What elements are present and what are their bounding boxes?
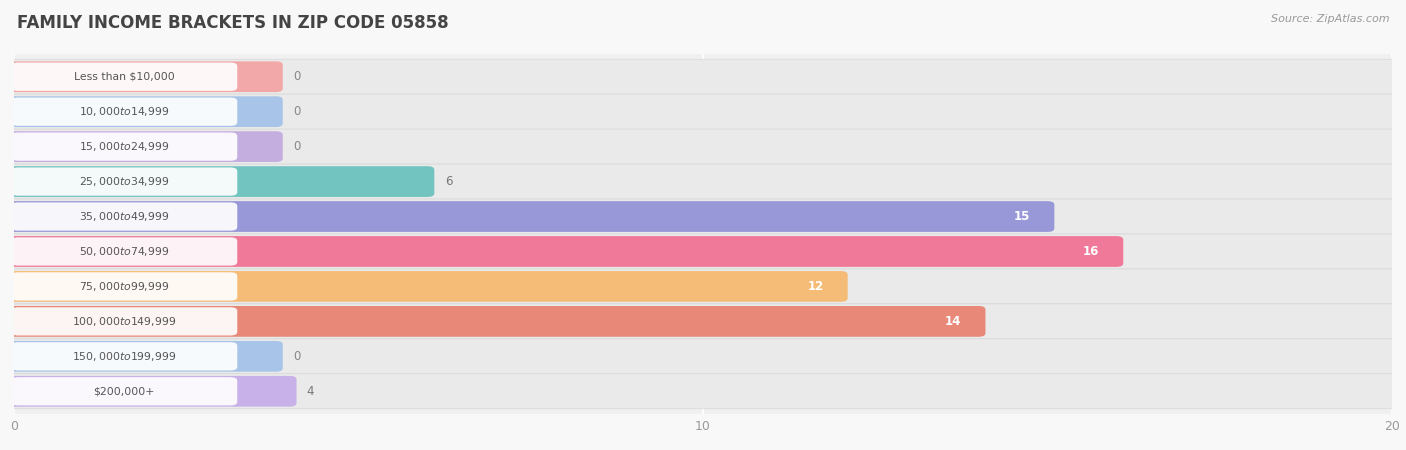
FancyBboxPatch shape	[7, 271, 848, 302]
Text: $35,000 to $49,999: $35,000 to $49,999	[79, 210, 170, 223]
Text: 16: 16	[1083, 245, 1099, 258]
FancyBboxPatch shape	[6, 59, 1400, 94]
FancyBboxPatch shape	[11, 342, 238, 370]
Text: 0: 0	[292, 70, 301, 83]
Text: $15,000 to $24,999: $15,000 to $24,999	[79, 140, 170, 153]
Text: 4: 4	[307, 385, 315, 398]
FancyBboxPatch shape	[11, 237, 238, 266]
Text: 0: 0	[292, 105, 301, 118]
FancyBboxPatch shape	[11, 98, 238, 126]
FancyBboxPatch shape	[11, 307, 238, 336]
Text: Source: ZipAtlas.com: Source: ZipAtlas.com	[1271, 14, 1389, 23]
Text: $25,000 to $34,999: $25,000 to $34,999	[79, 175, 170, 188]
FancyBboxPatch shape	[11, 167, 238, 196]
FancyBboxPatch shape	[6, 94, 1400, 129]
FancyBboxPatch shape	[6, 234, 1400, 269]
Text: 0: 0	[292, 140, 301, 153]
FancyBboxPatch shape	[7, 201, 1054, 232]
FancyBboxPatch shape	[11, 63, 238, 91]
Text: 15: 15	[1014, 210, 1031, 223]
Text: $100,000 to $149,999: $100,000 to $149,999	[72, 315, 176, 328]
Text: 6: 6	[444, 175, 453, 188]
FancyBboxPatch shape	[7, 96, 283, 127]
FancyBboxPatch shape	[11, 202, 238, 231]
FancyBboxPatch shape	[11, 132, 238, 161]
FancyBboxPatch shape	[6, 164, 1400, 199]
FancyBboxPatch shape	[6, 199, 1400, 234]
FancyBboxPatch shape	[7, 166, 434, 197]
FancyBboxPatch shape	[6, 269, 1400, 304]
Text: 14: 14	[945, 315, 962, 328]
Text: FAMILY INCOME BRACKETS IN ZIP CODE 05858: FAMILY INCOME BRACKETS IN ZIP CODE 05858	[17, 14, 449, 32]
FancyBboxPatch shape	[7, 236, 1123, 267]
FancyBboxPatch shape	[7, 341, 283, 372]
FancyBboxPatch shape	[7, 306, 986, 337]
Text: $150,000 to $199,999: $150,000 to $199,999	[72, 350, 176, 363]
Text: 12: 12	[807, 280, 824, 293]
Text: $75,000 to $99,999: $75,000 to $99,999	[79, 280, 170, 293]
FancyBboxPatch shape	[6, 129, 1400, 164]
Text: $200,000+: $200,000+	[94, 386, 155, 396]
FancyBboxPatch shape	[6, 304, 1400, 339]
FancyBboxPatch shape	[7, 61, 283, 92]
FancyBboxPatch shape	[6, 374, 1400, 409]
FancyBboxPatch shape	[7, 376, 297, 407]
FancyBboxPatch shape	[11, 272, 238, 301]
Text: $10,000 to $14,999: $10,000 to $14,999	[79, 105, 170, 118]
FancyBboxPatch shape	[7, 131, 283, 162]
Text: 0: 0	[292, 350, 301, 363]
Text: Less than $10,000: Less than $10,000	[75, 72, 174, 82]
FancyBboxPatch shape	[6, 339, 1400, 374]
Text: $50,000 to $74,999: $50,000 to $74,999	[79, 245, 170, 258]
FancyBboxPatch shape	[11, 377, 238, 405]
